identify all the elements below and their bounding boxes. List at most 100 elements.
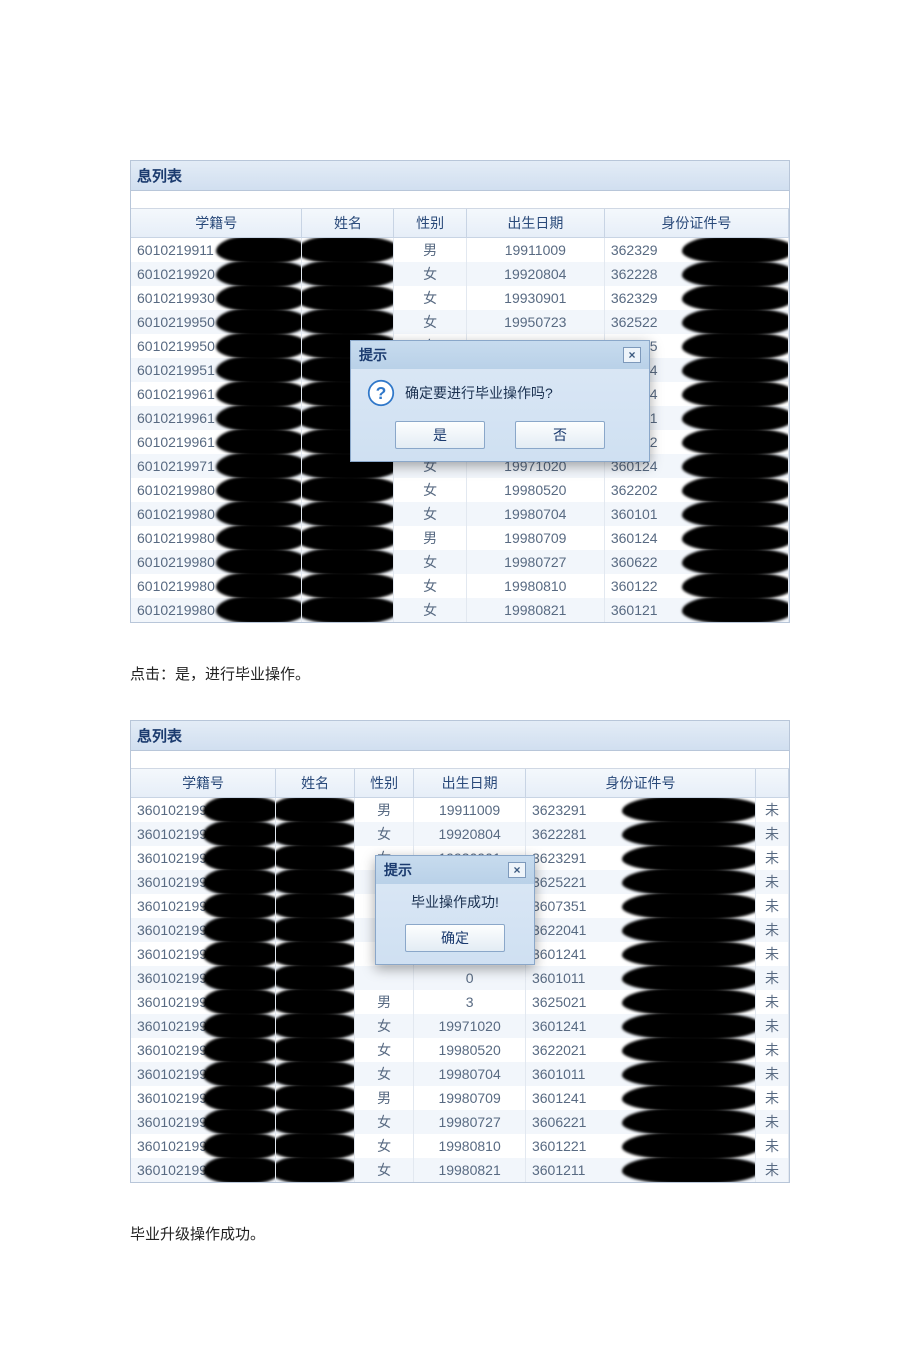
cell-status: 未 [756,918,789,942]
table-row[interactable]: 3601021996男33625021未 [131,990,789,1014]
cell-dob: 19980704 [466,502,604,526]
cell-idnum: 362202 [604,478,788,502]
cell-idnum: 360101 [604,502,788,526]
table-row[interactable]: 6010219930女19930901362329 [131,286,789,310]
yes-button[interactable]: 是 [395,421,485,449]
cell-idnum: 360124 [604,526,788,550]
cell-gender: 男 [355,990,414,1014]
cell-student-id: 3601021997 [131,1014,276,1038]
cell-gender: 男 [355,1086,414,1110]
table-row[interactable]: 3601021997女199710203601241未 [131,1014,789,1038]
cell-status: 未 [756,894,789,918]
cell-student-id: 6010219961 [131,382,302,406]
dialog-body: 毕业操作成功! [376,884,534,916]
cell-status: 未 [756,870,789,894]
cell-name [302,598,394,622]
cell-idnum: 3601011 [525,1062,755,1086]
cell-student-id: 3601021992 [131,822,276,846]
cell-name [276,990,355,1014]
cell-dob: 19980821 [414,1158,526,1182]
column-header: 学籍号 [131,209,302,238]
column-header: 身份证件号 [525,769,755,798]
panel-title: 息列表 [131,161,789,191]
student-table-2: 学籍号姓名性别出生日期身份证件号 3601021991男199110093623… [131,769,789,1182]
column-header: 身份证件号 [604,209,788,238]
cell-status: 未 [756,822,789,846]
cell-idnum: 362228 [604,262,788,286]
table-row[interactable]: 3601021998女199807043601011未 [131,1062,789,1086]
table-row[interactable]: 6010219920女19920804362228 [131,262,789,286]
column-header: 出生日期 [466,209,604,238]
table-row[interactable]: 3601021991男199110093623291未 [131,798,789,823]
cell-student-id: 6010219980 [131,598,302,622]
table-row[interactable]: 6010219980女19980520362202 [131,478,789,502]
caption-1: 点击：是，进行毕业操作。 [130,663,790,684]
cell-name [276,870,355,894]
cell-status: 未 [756,1038,789,1062]
cell-student-id: 3601021991 [131,798,276,823]
cell-status: 未 [756,1086,789,1110]
cell-dob: 0 [414,966,526,990]
table-row[interactable]: 6010219980男19980709360124 [131,526,789,550]
table-row[interactable]: 6010219980女19980810360122 [131,574,789,598]
dialog-close-button[interactable]: × [623,347,641,363]
cell-dob: 19971020 [414,1014,526,1038]
column-header: 性别 [355,769,414,798]
table-row[interactable]: 3601021998男199807093601241未 [131,1086,789,1110]
cell-student-id: 3601021996 [131,966,276,990]
cell-idnum: 360622 [604,550,788,574]
cell-dob: 19980704 [414,1062,526,1086]
dialog-close-button[interactable]: × [508,862,526,878]
panel-title: 息列表 [131,721,789,751]
cell-idnum: 3625221 [525,870,755,894]
table-row[interactable]: 3601021992女199208043622281未 [131,822,789,846]
cell-gender: 女 [355,822,414,846]
cell-student-id: 6010219950 [131,334,302,358]
cell-student-id: 6010219951 [131,358,302,382]
cell-name [276,846,355,870]
table-row[interactable]: 360102199603601011未 [131,966,789,990]
cell-idnum: 3622041 [525,918,755,942]
cell-student-id: 6010219911 [131,238,302,263]
cell-idnum: 360121 [604,598,788,622]
cell-gender: 男 [394,526,466,550]
table-row[interactable]: 6010219911男19911009362329 [131,238,789,263]
cell-gender: 女 [394,286,466,310]
table-row[interactable]: 6010219950女19950723362522 [131,310,789,334]
cell-status: 未 [756,846,789,870]
cell-dob: 19980727 [414,1110,526,1134]
table-row[interactable]: 6010219980女19980727360622 [131,550,789,574]
column-header: 学籍号 [131,769,276,798]
table-row[interactable]: 6010219980女19980704360101 [131,502,789,526]
cell-student-id: 3601021996 [131,942,276,966]
cell-idnum: 3623291 [525,846,755,870]
table-row[interactable]: 3601021998女199808213601211未 [131,1158,789,1182]
cell-gender: 男 [394,238,466,263]
cell-idnum: 362522 [604,310,788,334]
dialog-message: 毕业操作成功! [411,892,499,912]
table-row[interactable]: 6010219980女19980821360121 [131,598,789,622]
svg-text:?: ? [376,383,387,403]
cell-dob: 19980821 [466,598,604,622]
cell-idnum: 3601241 [525,942,755,966]
cell-name [276,918,355,942]
cell-gender [355,966,414,990]
no-button[interactable]: 否 [515,421,605,449]
cell-gender: 男 [355,798,414,823]
cell-student-id: 3601021998 [131,1038,276,1062]
cell-student-id: 3601021995 [131,894,276,918]
cell-name [302,310,394,334]
table-row[interactable]: 3601021998女199805203622021未 [131,1038,789,1062]
cell-status: 未 [756,990,789,1014]
cell-student-id: 6010219971 [131,454,302,478]
table-row[interactable]: 3601021998女199808103601221未 [131,1134,789,1158]
cell-dob: 19950723 [466,310,604,334]
column-header: 出生日期 [414,769,526,798]
cell-name [276,1158,355,1182]
cell-idnum: 3601241 [525,1086,755,1110]
cell-idnum: 3625021 [525,990,755,1014]
table-row[interactable]: 3601021998女199807273606221未 [131,1110,789,1134]
cell-student-id: 6010219961 [131,406,302,430]
cell-gender: 女 [394,310,466,334]
ok-button[interactable]: 确定 [405,924,505,952]
